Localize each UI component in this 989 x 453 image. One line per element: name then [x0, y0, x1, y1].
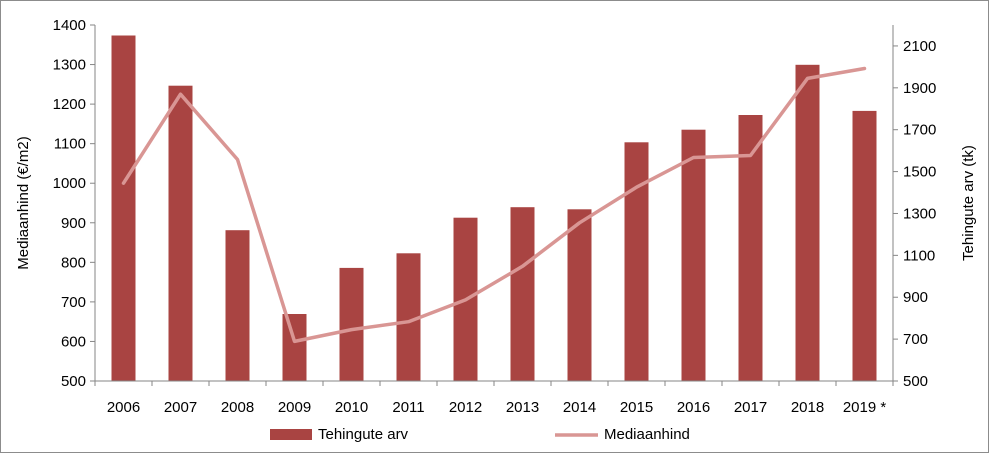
right-tick-label: 500: [903, 373, 928, 390]
x-tick-label: 2012: [449, 399, 482, 416]
right-tick-label: 1700: [903, 122, 936, 139]
x-tick-label: 2016: [677, 399, 710, 416]
left-tick-label: 1400: [53, 17, 86, 34]
legend-swatch-tehingute-arv: [270, 429, 312, 440]
x-tick-label: 2009: [278, 399, 311, 416]
bar-2008: [225, 230, 250, 381]
line-series-mediaanhind: [121, 66, 867, 344]
x-tick-label: 2007: [164, 399, 197, 416]
x-tick-label: 2006: [107, 399, 140, 416]
bar-2015: [624, 142, 649, 381]
bar-2016: [681, 129, 706, 381]
right-tick-label: 900: [903, 289, 928, 306]
left-tick-label: 900: [61, 215, 86, 232]
legend-label-tehingute-arv: Tehingute arv: [318, 426, 409, 443]
x-tick-label: 2008: [221, 399, 254, 416]
right-axis-title: Tehingute arv (tk): [960, 145, 977, 261]
bar-2009: [282, 314, 307, 381]
bar-2019: [852, 110, 877, 382]
right-tick-label: 1100: [903, 247, 935, 264]
bar-2017: [738, 115, 763, 381]
x-tick-label: 2019 *: [843, 399, 887, 416]
left-tick-label: 500: [61, 373, 86, 390]
x-tick-label: 2014: [563, 399, 596, 416]
bar-2006: [111, 35, 136, 381]
right-tick-label: 1500: [903, 164, 936, 181]
left-tick-label: 1300: [53, 57, 86, 74]
left-tick-label: 800: [61, 254, 86, 271]
left-axis-title: Mediaanhind (€/m2): [15, 136, 32, 269]
bar-2010: [339, 267, 364, 381]
right-tick-label: 700: [903, 331, 928, 348]
legend-label-mediaanhind: Mediaanhind: [604, 426, 690, 443]
x-tick-label: 2015: [620, 399, 653, 416]
x-tick-label: 2017: [734, 399, 767, 416]
right-tick-label: 1300: [903, 205, 936, 222]
left-tick-label: 1000: [53, 175, 86, 192]
left-tick-label: 1100: [54, 136, 86, 153]
x-tick-label: 2013: [506, 399, 539, 416]
x-tick-label: 2011: [392, 399, 424, 416]
left-tick-label: 600: [61, 333, 86, 350]
bar-2018: [795, 64, 820, 382]
left-tick-label: 1200: [53, 96, 86, 113]
right-tick-label: 1900: [903, 80, 936, 97]
bar-2013: [510, 207, 535, 381]
right-tick-label: 2100: [903, 38, 936, 55]
x-tick-label: 2018: [791, 399, 824, 416]
bar-2014: [567, 209, 592, 381]
bar-2007: [168, 85, 193, 381]
x-tick-label: 2010: [335, 399, 368, 416]
left-tick-label: 700: [61, 294, 86, 311]
